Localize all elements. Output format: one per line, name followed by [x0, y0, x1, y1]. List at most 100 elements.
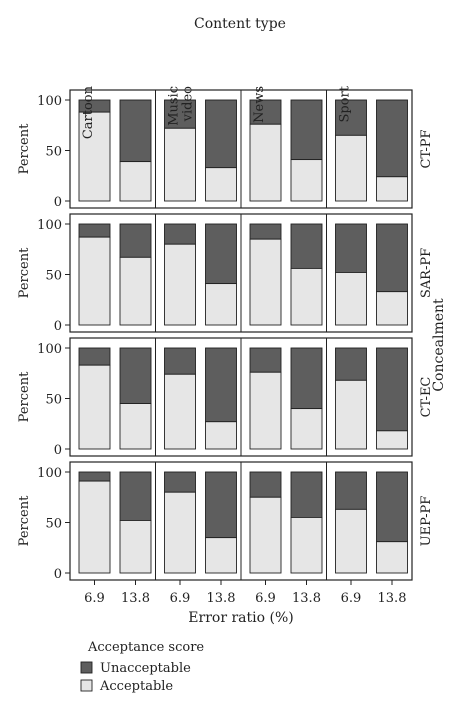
bar-unacceptable-uep-pf-music-video-6-9 — [164, 471, 196, 493]
bar-acceptable-ct-ec-news-6-9 — [249, 371, 282, 450]
y-tick-label: 50 — [45, 269, 62, 284]
bar-unacceptable-ct-ec-cartoon-6-9 — [78, 347, 111, 366]
bar-acceptable-ct-ec-cartoon-13-8 — [119, 403, 152, 450]
bar-unacceptable-ct-ec-sport-13-8 — [376, 347, 408, 432]
y-tick-label: 0 — [54, 567, 62, 582]
bar-acceptable-uep-pf-sport-13-8 — [376, 541, 408, 574]
bar-unacceptable-ct-ec-music-video-13-8 — [205, 347, 237, 423]
column-label-music-video: video — [181, 86, 196, 123]
x-tick-label: 13.8 — [292, 591, 321, 606]
bar-acceptable-ct-pf-cartoon-13-8 — [119, 161, 152, 202]
bar-acceptable-sar-pf-news-13-8 — [290, 267, 323, 326]
bar-unacceptable-sar-pf-sport-6-9 — [335, 223, 367, 273]
bar-unacceptable-sar-pf-cartoon-13-8 — [119, 223, 152, 258]
bar-acceptable-ct-ec-sport-13-8 — [376, 430, 408, 450]
y-tick-label: 0 — [54, 443, 62, 458]
bar-acceptable-sar-pf-music-video-6-9 — [164, 243, 196, 326]
x-tick-label: 13.8 — [207, 591, 236, 606]
bar-acceptable-ct-pf-music-video-13-8 — [205, 167, 237, 202]
bar-acceptable-ct-pf-news-13-8 — [290, 159, 323, 202]
bar-unacceptable-ct-pf-music-video-6-9 — [164, 99, 196, 129]
x-axis-label: Error ratio (%) — [188, 610, 293, 626]
bar-unacceptable-ct-ec-sport-6-9 — [335, 347, 367, 381]
bar-acceptable-sar-pf-music-video-13-8 — [205, 283, 237, 326]
bar-unacceptable-uep-pf-sport-13-8 — [376, 471, 408, 543]
bar-acceptable-ct-pf-sport-13-8 — [376, 176, 408, 202]
bar-unacceptable-ct-ec-news-13-8 — [290, 347, 323, 410]
bar-unacceptable-ct-ec-music-video-6-9 — [164, 347, 196, 375]
y-tick-label: 100 — [37, 342, 62, 357]
bar-acceptable-ct-ec-news-13-8 — [290, 408, 323, 450]
y-axis-label: Percent — [17, 371, 32, 422]
x-tick-label: 13.8 — [378, 591, 407, 606]
bar-unacceptable-ct-pf-cartoon-13-8 — [119, 99, 152, 163]
bar-acceptable-sar-pf-cartoon-13-8 — [119, 256, 152, 326]
y-axis-label: Percent — [17, 123, 32, 174]
y-tick-label: 100 — [37, 218, 62, 233]
bar-acceptable-uep-pf-cartoon-6-9 — [78, 480, 111, 574]
bar-unacceptable-sar-pf-music-video-6-9 — [164, 223, 196, 245]
y-tick-label: 100 — [37, 466, 62, 481]
bar-acceptable-ct-ec-music-video-6-9 — [164, 373, 196, 450]
legend-label-unacceptable: Unacceptable — [100, 661, 191, 676]
y-axis-label: Percent — [17, 495, 32, 546]
bar-unacceptable-ct-ec-news-6-9 — [249, 347, 282, 373]
row-label-ct-ec: CT-EC — [419, 377, 434, 418]
bar-acceptable-ct-pf-sport-6-9 — [335, 134, 367, 202]
legend-swatch-unacceptable — [80, 661, 93, 674]
x-tick-label: 6.9 — [255, 591, 276, 606]
bar-acceptable-sar-pf-sport-13-8 — [376, 291, 408, 326]
bar-acceptable-ct-pf-cartoon-6-9 — [78, 111, 111, 202]
bar-unacceptable-ct-pf-sport-13-8 — [376, 99, 408, 178]
bar-unacceptable-sar-pf-sport-13-8 — [376, 223, 408, 293]
bar-unacceptable-sar-pf-news-13-8 — [290, 223, 323, 269]
bar-acceptable-uep-pf-music-video-6-9 — [164, 491, 196, 574]
y-tick-label: 0 — [54, 195, 62, 210]
bar-acceptable-ct-ec-cartoon-6-9 — [78, 364, 111, 450]
y-tick-label: 100 — [37, 94, 62, 109]
legend-title: Acceptance score — [87, 640, 204, 655]
y-tick-label: 50 — [45, 517, 62, 532]
x-tick-label: 13.8 — [121, 591, 150, 606]
bar-unacceptable-uep-pf-sport-6-9 — [335, 471, 367, 510]
y-axis-label: Percent — [17, 247, 32, 298]
column-label-sport: Sport — [338, 85, 353, 122]
bar-acceptable-uep-pf-music-video-13-8 — [205, 537, 237, 574]
right-title: Concealment — [431, 298, 447, 392]
bar-unacceptable-sar-pf-music-video-13-8 — [205, 223, 237, 285]
bar-acceptable-ct-ec-sport-6-9 — [335, 379, 367, 450]
column-label-cartoon: Cartoon — [81, 85, 96, 139]
row-label-uep-pf: UEP-PF — [419, 496, 434, 547]
x-tick-label: 6.9 — [341, 591, 362, 606]
y-tick-label: 0 — [54, 319, 62, 334]
column-label-news: News — [252, 86, 267, 123]
bar-acceptable-uep-pf-sport-6-9 — [335, 508, 367, 574]
bar-unacceptable-ct-pf-news-13-8 — [290, 99, 323, 161]
bar-acceptable-uep-pf-news-6-9 — [249, 496, 282, 574]
bar-acceptable-ct-pf-music-video-6-9 — [164, 127, 196, 202]
bar-acceptable-sar-pf-news-6-9 — [249, 238, 282, 326]
bar-unacceptable-sar-pf-news-6-9 — [249, 223, 282, 240]
y-tick-label: 50 — [45, 145, 62, 160]
bar-unacceptable-ct-ec-cartoon-13-8 — [119, 347, 152, 404]
plot-area: 0 50 100 Percent CT-PF 0 50 100 Percent SAR-PF 0 50… — [17, 85, 434, 606]
bar-unacceptable-uep-pf-cartoon-13-8 — [119, 471, 152, 521]
bar-unacceptable-ct-pf-sport-6-9 — [335, 99, 367, 136]
column-label-music-video: Music — [167, 86, 182, 126]
legend: Acceptance score Unacceptable Acceptable — [80, 640, 204, 694]
bar-acceptable-uep-pf-cartoon-13-8 — [119, 520, 152, 574]
bar-acceptable-uep-pf-news-13-8 — [290, 517, 323, 574]
top-title: Content type — [194, 16, 286, 32]
bar-acceptable-ct-pf-news-6-9 — [249, 123, 282, 202]
bar-unacceptable-uep-pf-news-6-9 — [249, 471, 282, 498]
bar-unacceptable-uep-pf-music-video-13-8 — [205, 471, 237, 539]
y-tick-label: 50 — [45, 393, 62, 408]
x-tick-label: 6.9 — [84, 591, 105, 606]
bar-acceptable-ct-ec-music-video-13-8 — [205, 421, 237, 450]
bar-acceptable-sar-pf-sport-6-9 — [335, 272, 367, 326]
legend-label-acceptable: Acceptable — [99, 679, 173, 694]
legend-swatch-acceptable — [80, 679, 93, 692]
bar-acceptable-sar-pf-cartoon-6-9 — [78, 236, 111, 326]
x-tick-label: 6.9 — [170, 591, 191, 606]
